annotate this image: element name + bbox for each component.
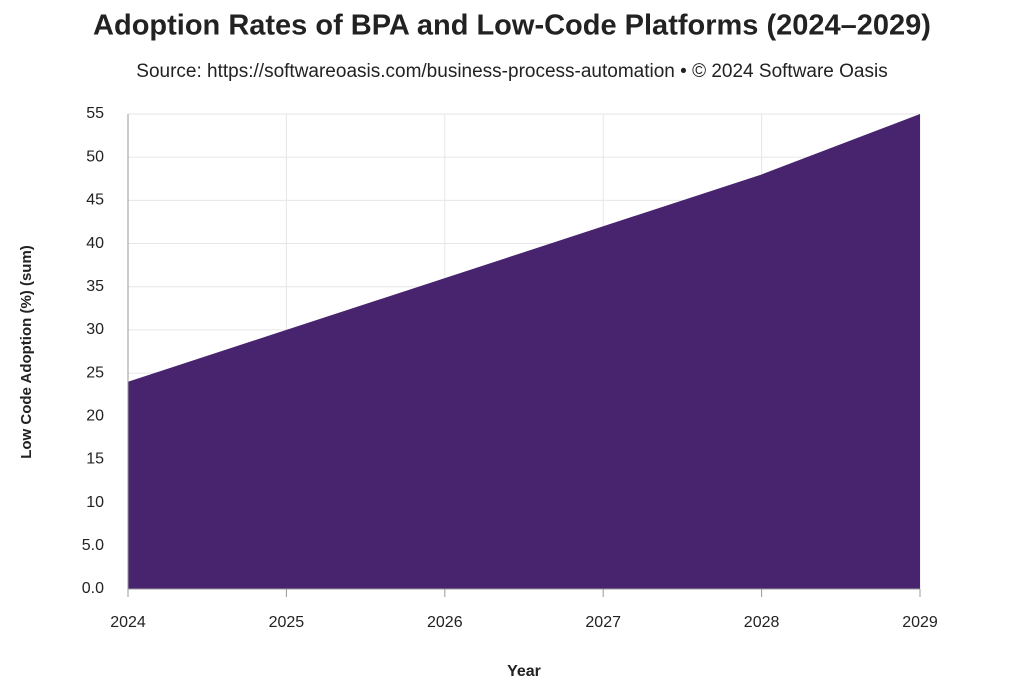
y-tick-label: 25 xyxy=(86,364,104,381)
y-tick-label: 30 xyxy=(86,321,104,338)
chart-subtitle: Source: https://softwareoasis.com/busine… xyxy=(136,61,887,82)
y-tick-label: 40 xyxy=(86,235,104,252)
y-tick-label: 20 xyxy=(86,407,104,424)
y-tick-label: 0.0 xyxy=(82,580,104,597)
y-tick-label: 10 xyxy=(86,494,104,511)
x-axis-title: Year xyxy=(507,663,541,680)
x-tick-label: 2025 xyxy=(269,614,305,631)
y-tick-label: 45 xyxy=(86,192,104,209)
y-axis-title: Low Code Adoption (%) (sum) xyxy=(18,245,35,459)
x-tick-label: 2028 xyxy=(744,614,780,631)
area xyxy=(128,114,920,589)
y-tick-label: 50 xyxy=(86,148,104,165)
y-tick-label: 55 xyxy=(86,105,104,122)
y-tick-label: 5.0 xyxy=(82,537,104,554)
x-tick-label: 2026 xyxy=(427,614,463,631)
y-tick-label: 35 xyxy=(86,278,104,295)
x-tick-label: 2027 xyxy=(585,614,621,631)
x-tick-label: 2029 xyxy=(902,614,938,631)
chart-title: Adoption Rates of BPA and Low-Code Platf… xyxy=(93,10,931,42)
y-tick-label: 15 xyxy=(86,451,104,468)
x-tick-label: 2024 xyxy=(110,614,146,631)
